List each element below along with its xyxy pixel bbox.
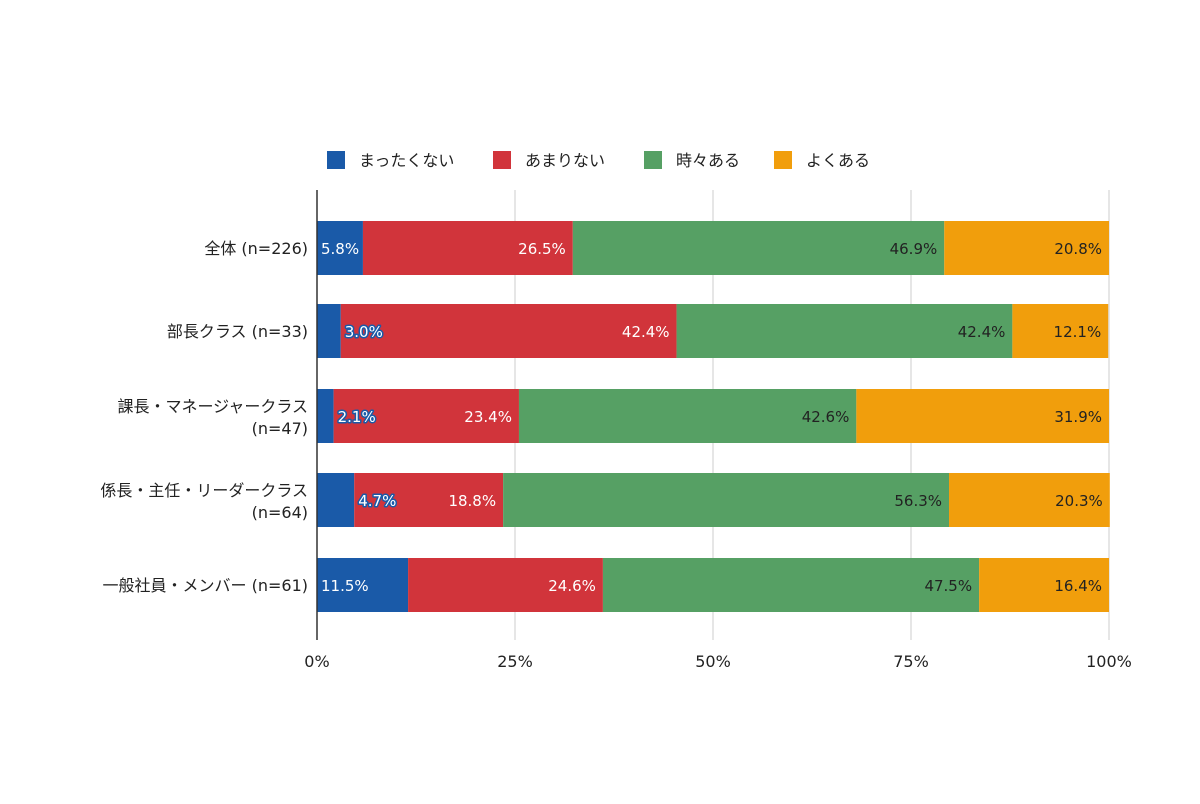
- bar-segment: [317, 473, 355, 527]
- y-tick-label-line: 全体 (n=226): [204, 239, 308, 258]
- y-tick-label-line: 課長・マネージャークラス: [117, 397, 308, 416]
- data-label: 42.4%: [958, 323, 1006, 341]
- y-tick-label: 全体 (n=226): [204, 239, 308, 258]
- legend-swatch: [327, 151, 345, 169]
- data-label: 56.3%: [894, 492, 942, 510]
- y-tick-label-line: (n=64): [252, 503, 308, 522]
- data-label: 24.6%: [548, 577, 596, 595]
- bar-segment: [317, 304, 341, 358]
- x-tick-label: 0%: [304, 652, 329, 671]
- bar-segment: [518, 389, 857, 443]
- x-tick-label: 100%: [1086, 652, 1132, 671]
- y-tick-label-line: 係長・主任・リーダークラス: [100, 481, 308, 500]
- legend-swatch: [774, 151, 792, 169]
- legend-item[interactable]: 時々ある: [644, 151, 740, 170]
- data-label: 23.4%: [464, 408, 512, 426]
- data-label: 20.8%: [1054, 240, 1102, 258]
- data-label: 2.1%: [338, 408, 376, 426]
- y-tick-label-line: 一般社員・メンバー (n=61): [103, 576, 308, 595]
- data-label: 12.1%: [1054, 323, 1102, 341]
- bar-segment: [572, 221, 945, 275]
- axes: 全体 (n=226) 部長クラス (n=33) 課長・マネージャークラス (n=47)…: [100, 190, 1132, 671]
- data-label: 46.9%: [890, 240, 938, 258]
- bar-segment: [317, 389, 334, 443]
- bar-segment: [676, 304, 1013, 358]
- bar-segment: [949, 473, 1110, 527]
- bar-segment: [1012, 304, 1109, 358]
- bar-segment: [354, 473, 504, 527]
- legend-label: 時々ある: [676, 151, 740, 170]
- data-label: 47.5%: [924, 577, 972, 595]
- legend-label: あまりない: [525, 151, 605, 170]
- bar-segment: [944, 221, 1109, 275]
- data-label: 5.8%: [321, 240, 359, 258]
- data-label: 11.5%: [321, 577, 369, 595]
- bar-segment: [503, 473, 950, 527]
- legend: まったくない あまりない 時々ある よくある: [327, 151, 870, 170]
- x-tick-label: 75%: [893, 652, 929, 671]
- data-labels: 5.8% 26.5% 46.9% 20.8% 3.0% 42.4% 42.4% 12.1% 2.…: [321, 240, 1103, 595]
- y-tick-label: 係長・主任・リーダークラス (n=64): [100, 481, 308, 522]
- data-label: 20.3%: [1055, 492, 1103, 510]
- y-tick-label: 一般社員・メンバー (n=61): [103, 576, 308, 595]
- legend-item[interactable]: まったくない: [327, 151, 454, 170]
- y-tick-label-line: (n=47): [252, 419, 308, 438]
- bar-segment: [408, 558, 603, 612]
- legend-swatch: [493, 151, 511, 169]
- y-tick-label: 課長・マネージャークラス (n=47): [117, 397, 308, 438]
- data-label: 42.4%: [622, 323, 670, 341]
- bar-segment: [333, 389, 519, 443]
- bars: [317, 221, 1110, 612]
- bar-segment: [317, 221, 363, 275]
- legend-item[interactable]: あまりない: [493, 151, 605, 170]
- legend-label: まったくない: [359, 151, 454, 170]
- y-tick-label-line: 部長クラス (n=33): [167, 322, 308, 341]
- legend-label: よくある: [806, 151, 870, 170]
- legend-swatch: [644, 151, 662, 169]
- data-label: 18.8%: [448, 492, 496, 510]
- bar-segment: [979, 558, 1109, 612]
- bar-segment: [362, 221, 573, 275]
- data-label: 31.9%: [1054, 408, 1102, 426]
- data-label: 16.4%: [1054, 577, 1102, 595]
- x-tick-label: 25%: [497, 652, 533, 671]
- bar-segment: [317, 558, 409, 612]
- bar-segment: [340, 304, 677, 358]
- bar-segment: [602, 558, 980, 612]
- bar-segment: [856, 389, 1109, 443]
- data-label: 26.5%: [518, 240, 566, 258]
- y-tick-label: 部長クラス (n=33): [167, 322, 308, 341]
- data-label: 42.6%: [802, 408, 850, 426]
- x-tick-label: 50%: [695, 652, 731, 671]
- data-label: 3.0%: [345, 323, 383, 341]
- data-label: 4.7%: [358, 492, 396, 510]
- legend-item[interactable]: よくある: [774, 151, 870, 170]
